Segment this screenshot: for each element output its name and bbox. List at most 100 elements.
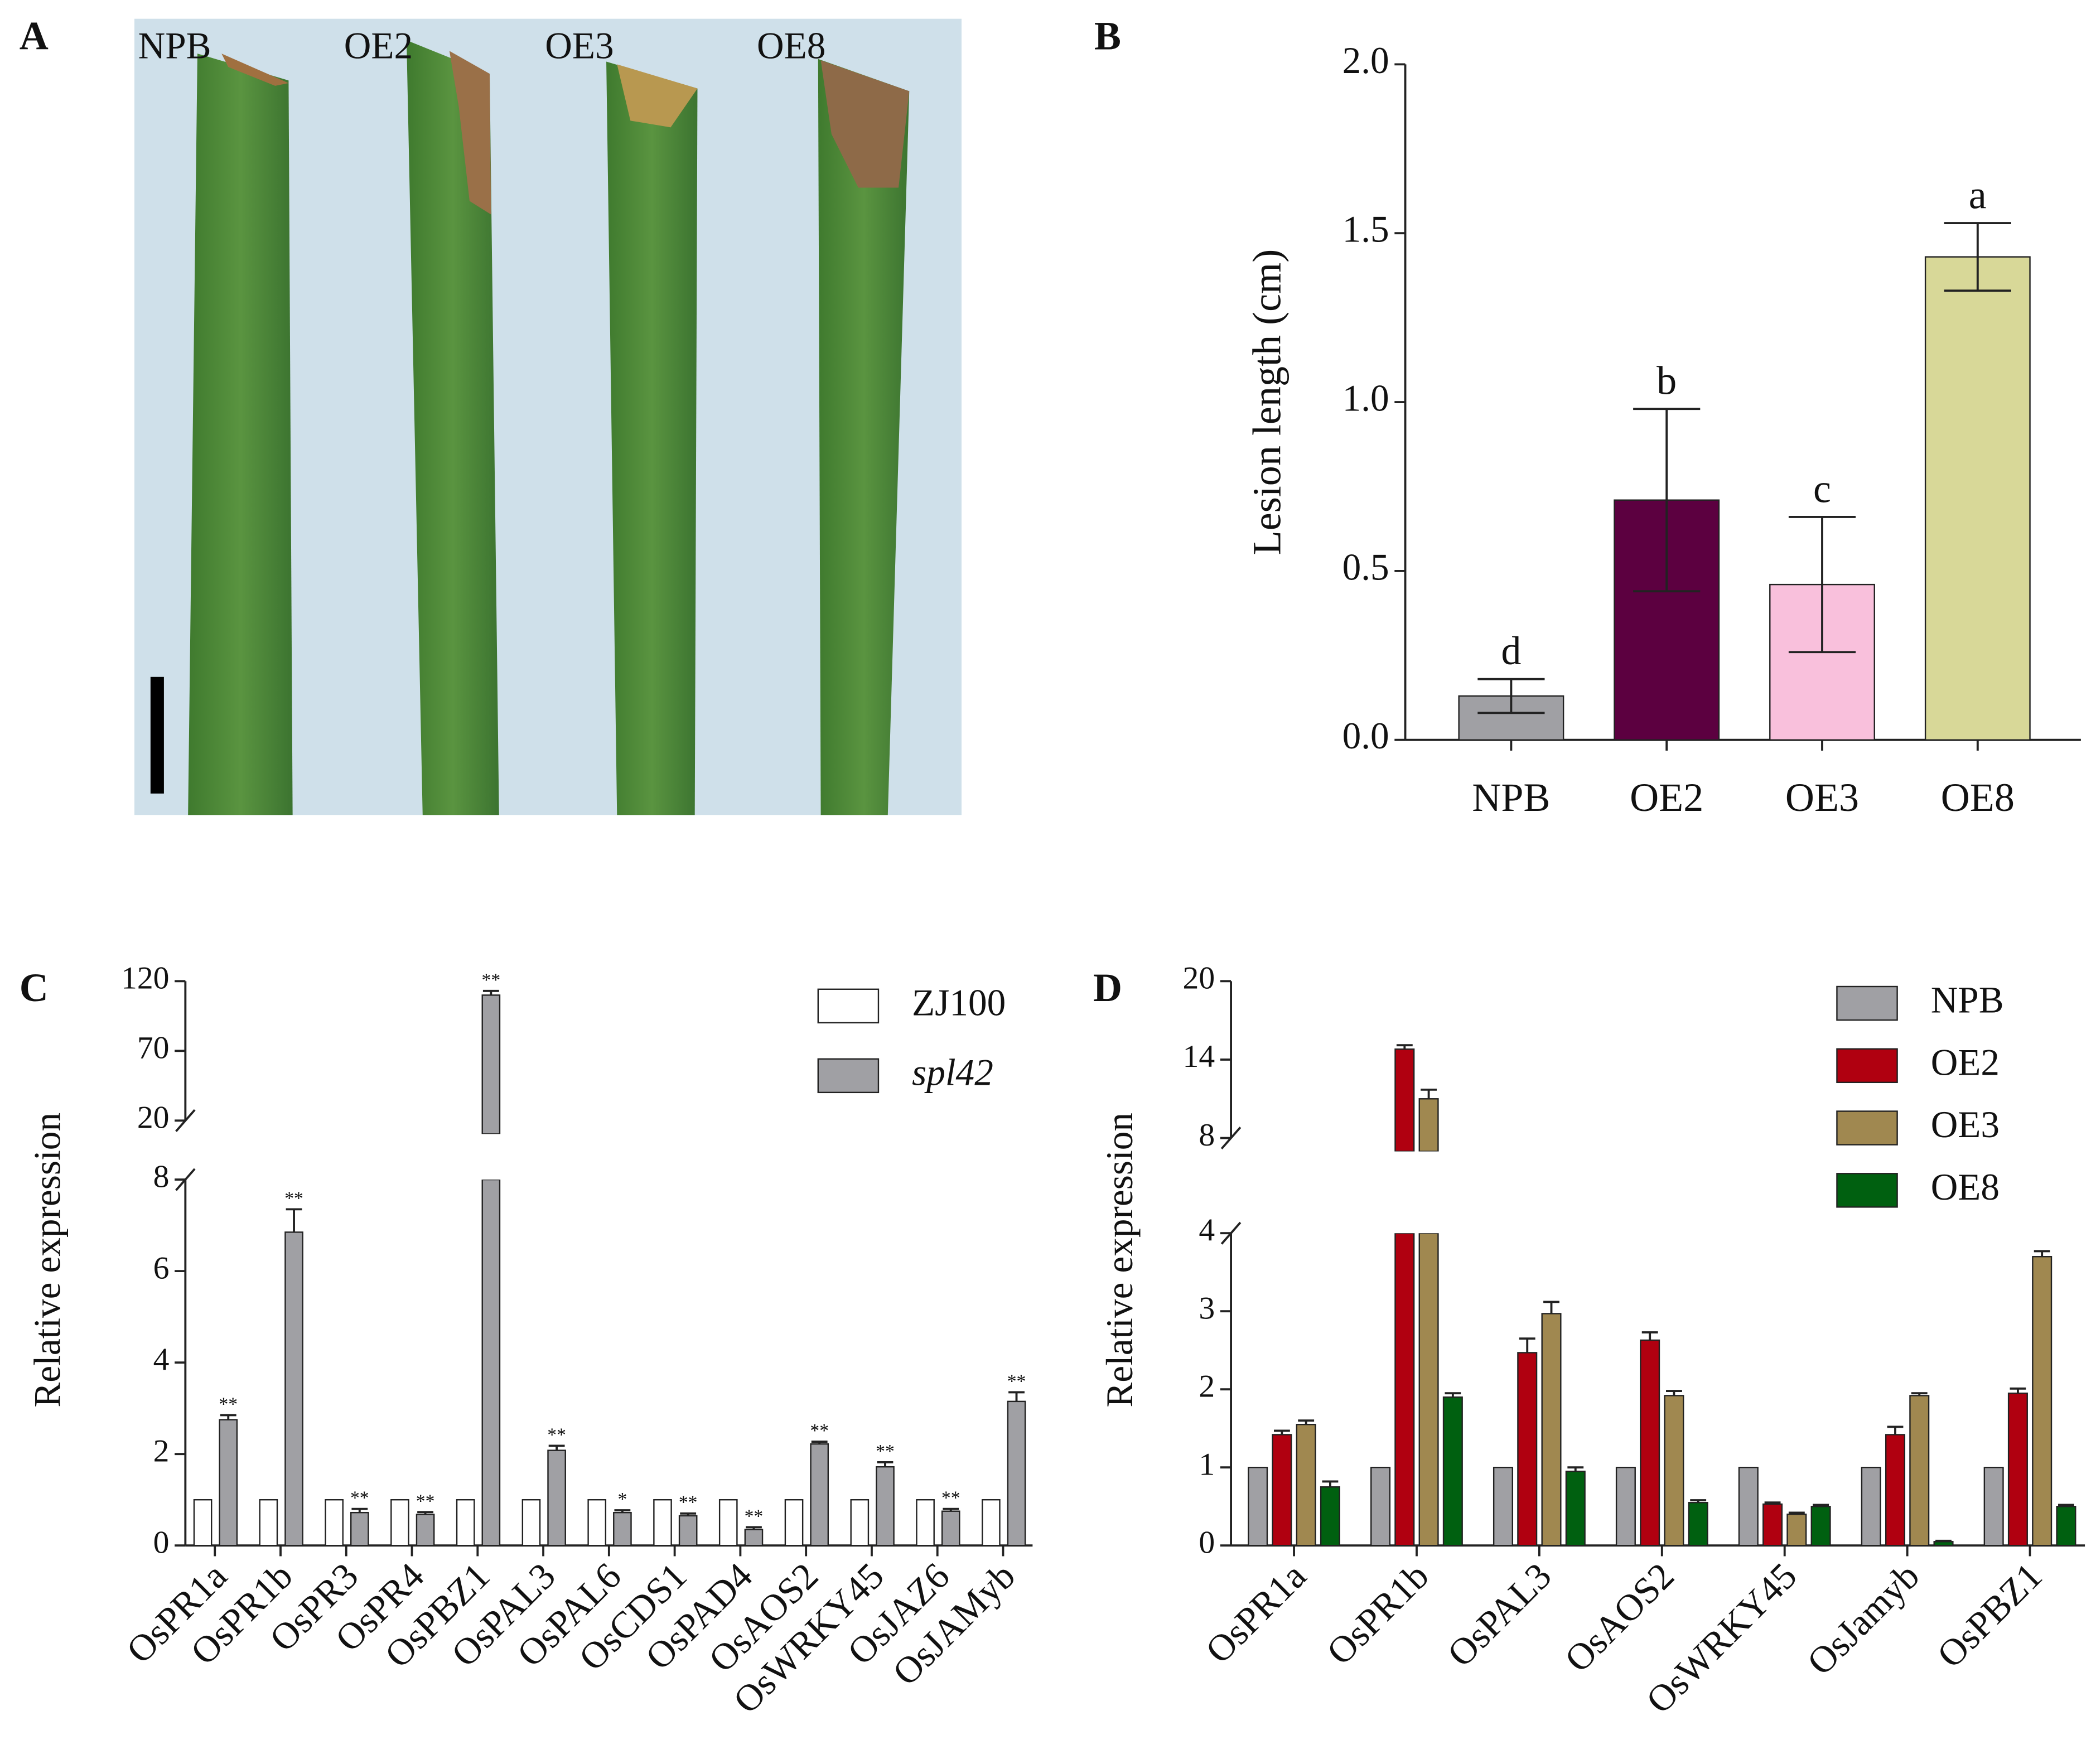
bar bbox=[1738, 1467, 1759, 1546]
significance-mark: ** bbox=[547, 1424, 566, 1445]
y-tick-label: 70 bbox=[137, 1031, 170, 1066]
bar bbox=[259, 1499, 278, 1546]
bar bbox=[1861, 1467, 1881, 1546]
y-axis-label: Lesion length (cm) bbox=[1245, 249, 1290, 555]
significance-mark: ** bbox=[350, 1488, 369, 1509]
error-bar bbox=[1421, 1088, 1437, 1099]
break-gap bbox=[479, 1134, 503, 1180]
legend-label: OE3 bbox=[1931, 1104, 2000, 1146]
bar bbox=[1933, 1541, 1954, 1546]
photo-caption: OE2 bbox=[344, 25, 413, 66]
significance-mark: ** bbox=[482, 970, 501, 990]
error-bar bbox=[1543, 1301, 1559, 1314]
bar bbox=[1688, 1502, 1708, 1546]
x-tick-label: NPB bbox=[1472, 775, 1550, 820]
panel-letter: B bbox=[1094, 14, 1121, 59]
bar bbox=[2032, 1256, 2052, 1546]
x-tick-label: OsAOS2 bbox=[1557, 1555, 1682, 1680]
bar bbox=[456, 1499, 475, 1546]
bar bbox=[1885, 1434, 1906, 1546]
y-tick-label: 0 bbox=[1199, 1525, 1215, 1560]
bar bbox=[390, 1499, 409, 1546]
error-bar bbox=[1911, 1392, 1928, 1396]
bar bbox=[941, 1510, 960, 1546]
significance-mark: ** bbox=[1007, 1371, 1026, 1391]
error-bar bbox=[1298, 1419, 1315, 1425]
bar bbox=[1517, 1352, 1538, 1546]
bar bbox=[1394, 1048, 1415, 1152]
photo-caption: OE8 bbox=[757, 25, 825, 66]
error-bar bbox=[1641, 1331, 1658, 1341]
x-tick-label: OsPAL3 bbox=[1440, 1555, 1559, 1675]
bar bbox=[2007, 1393, 2028, 1546]
legend-label: ZJ100 bbox=[912, 982, 1006, 1023]
legend-label: OE2 bbox=[1931, 1041, 2000, 1083]
error-bar bbox=[1944, 222, 2011, 292]
significance-mark: ** bbox=[810, 1420, 829, 1441]
bar bbox=[325, 1499, 344, 1546]
bar bbox=[219, 1419, 238, 1546]
bar bbox=[481, 1178, 501, 1546]
error-bar bbox=[2058, 1504, 2074, 1507]
bar bbox=[876, 1466, 895, 1546]
bar bbox=[784, 1499, 804, 1546]
bar bbox=[1786, 1514, 1807, 1546]
error-bar bbox=[1764, 1501, 1781, 1505]
leaf-tip bbox=[221, 54, 289, 86]
bar bbox=[2056, 1506, 2076, 1546]
significance-mark: ** bbox=[876, 1441, 895, 1462]
bar bbox=[1924, 256, 2031, 741]
error-bar bbox=[1788, 516, 1856, 654]
leaf-lesion bbox=[820, 60, 910, 188]
scale-bar bbox=[150, 676, 164, 794]
bar bbox=[547, 1449, 566, 1546]
bar bbox=[613, 1511, 632, 1546]
bar bbox=[982, 1499, 1001, 1546]
significance-letter: a bbox=[1969, 172, 1987, 217]
y-tick-label: 2 bbox=[153, 1433, 170, 1468]
significance-mark: ** bbox=[416, 1491, 435, 1511]
bar bbox=[1762, 1503, 1783, 1546]
legend-swatch bbox=[1836, 1048, 1898, 1084]
bar bbox=[1664, 1395, 1684, 1546]
error-bar bbox=[220, 1414, 236, 1420]
y-tick-label: 14 bbox=[1183, 1039, 1215, 1074]
error-bar bbox=[680, 1512, 697, 1516]
y-tick-label: 0 bbox=[153, 1525, 170, 1560]
y-tick-label: 20 bbox=[1183, 961, 1215, 996]
bar bbox=[1272, 1434, 1292, 1546]
y-tick-label: 2 bbox=[1199, 1369, 1215, 1404]
bar bbox=[1541, 1313, 1562, 1546]
bar bbox=[193, 1499, 213, 1546]
panel-letter: A bbox=[20, 14, 49, 59]
photo-caption: OE3 bbox=[545, 25, 614, 66]
y-tick-label: 4 bbox=[1199, 1212, 1215, 1248]
leaf bbox=[188, 54, 293, 815]
significance-letter: c bbox=[1813, 466, 1831, 511]
x-tick-label: OE8 bbox=[1941, 775, 2015, 820]
y-tick-label: 0.5 bbox=[1342, 546, 1389, 588]
bar bbox=[1909, 1395, 1930, 1546]
legend-swatch bbox=[817, 1058, 880, 1094]
legend-swatch bbox=[1836, 1173, 1898, 1208]
significance-letter: b bbox=[1656, 358, 1677, 403]
leaf bbox=[818, 59, 910, 815]
y-tick-label: 3 bbox=[1199, 1291, 1215, 1326]
y-tick-label: 1.0 bbox=[1342, 377, 1389, 419]
bar bbox=[284, 1231, 303, 1546]
significance-mark: ** bbox=[219, 1394, 238, 1414]
bar bbox=[1810, 1506, 1831, 1546]
significance-mark: * bbox=[617, 1489, 627, 1510]
bar bbox=[1442, 1396, 1463, 1546]
legend-label: spl42 bbox=[912, 1051, 993, 1093]
significance-mark: ** bbox=[679, 1492, 698, 1513]
y-axis-label: Relative expression bbox=[1099, 1113, 1141, 1408]
y-tick-label: 1 bbox=[1199, 1447, 1215, 1482]
error-bar bbox=[1887, 1425, 1904, 1435]
panel-letter: D bbox=[1093, 965, 1122, 1010]
error-bar bbox=[548, 1444, 565, 1451]
significance-mark: ** bbox=[941, 1488, 960, 1509]
y-tick-label: 2.0 bbox=[1342, 40, 1389, 81]
x-tick-label: OsPR1b bbox=[1319, 1555, 1437, 1673]
